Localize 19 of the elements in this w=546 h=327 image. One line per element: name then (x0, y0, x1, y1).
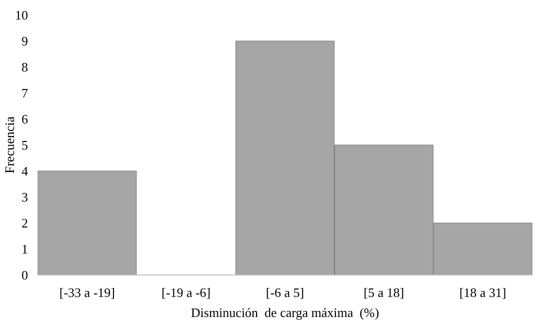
y-tick-label: 2 (22, 216, 28, 231)
y-tick-label: 1 (22, 242, 28, 257)
x-tick-label: [18 a 31] (459, 285, 506, 300)
y-tick-label: 4 (22, 164, 28, 179)
y-tick-label: 3 (22, 190, 28, 205)
y-tick-label: 7 (22, 86, 28, 101)
bar (38, 170, 137, 276)
y-axis-title: Frecuencia (2, 116, 17, 174)
y-tick-label: 0 (22, 268, 28, 283)
y-tick-label: 5 (22, 138, 28, 153)
x-tick-label: [-19 a -6] (162, 285, 211, 300)
y-tick-label: 8 (22, 60, 28, 75)
y-tick-label: 6 (22, 112, 28, 127)
x-axis-title: Disminución de carga máxima (%) (190, 305, 380, 320)
y-tick-label: 9 (22, 34, 28, 49)
x-tick-label: [-6 a 5] (266, 285, 304, 300)
x-tick-label: [5 a 18] (364, 285, 404, 300)
y-tick-label: 10 (15, 8, 28, 23)
x-tick-label: [-33 a -19] (59, 285, 115, 300)
